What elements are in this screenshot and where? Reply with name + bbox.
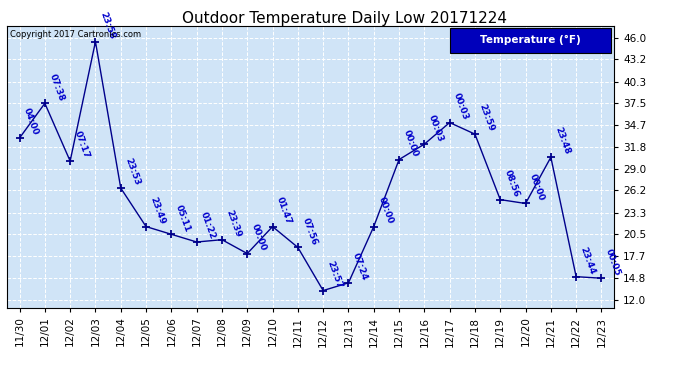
Text: 01:47: 01:47 — [275, 195, 293, 225]
Text: 00:00: 00:00 — [402, 129, 420, 158]
Text: 07:17: 07:17 — [72, 130, 91, 160]
FancyBboxPatch shape — [450, 28, 611, 53]
Text: 00:05: 00:05 — [604, 248, 622, 277]
Text: Temperature (°F): Temperature (°F) — [480, 35, 581, 45]
Text: 00:03: 00:03 — [427, 113, 445, 143]
Text: 08:56: 08:56 — [503, 169, 521, 198]
Text: 07:24: 07:24 — [351, 252, 369, 282]
Text: 23:44: 23:44 — [579, 245, 597, 276]
Text: 23:59: 23:59 — [477, 103, 496, 133]
Text: 00:00: 00:00 — [250, 223, 268, 252]
Text: 00:00: 00:00 — [528, 173, 546, 202]
Text: 23:57: 23:57 — [326, 259, 344, 290]
Text: 23:39: 23:39 — [224, 209, 243, 238]
Text: 23:58: 23:58 — [98, 10, 116, 40]
Text: Copyright 2017 Cartronics.com: Copyright 2017 Cartronics.com — [10, 30, 141, 39]
Text: 07:56: 07:56 — [300, 216, 319, 246]
Text: 04:00: 04:00 — [22, 107, 40, 137]
Text: 05:11: 05:11 — [174, 203, 192, 233]
Text: 01:22: 01:22 — [199, 211, 217, 241]
Text: 00:00: 00:00 — [376, 196, 395, 225]
Text: 07:38: 07:38 — [48, 72, 66, 102]
Text: Outdoor Temperature Daily Low 20171224: Outdoor Temperature Daily Low 20171224 — [182, 11, 508, 26]
Text: 23:48: 23:48 — [553, 126, 572, 156]
Text: 23:49: 23:49 — [148, 195, 167, 225]
Text: 00:03: 00:03 — [452, 92, 471, 122]
Text: 23:53: 23:53 — [124, 157, 141, 187]
